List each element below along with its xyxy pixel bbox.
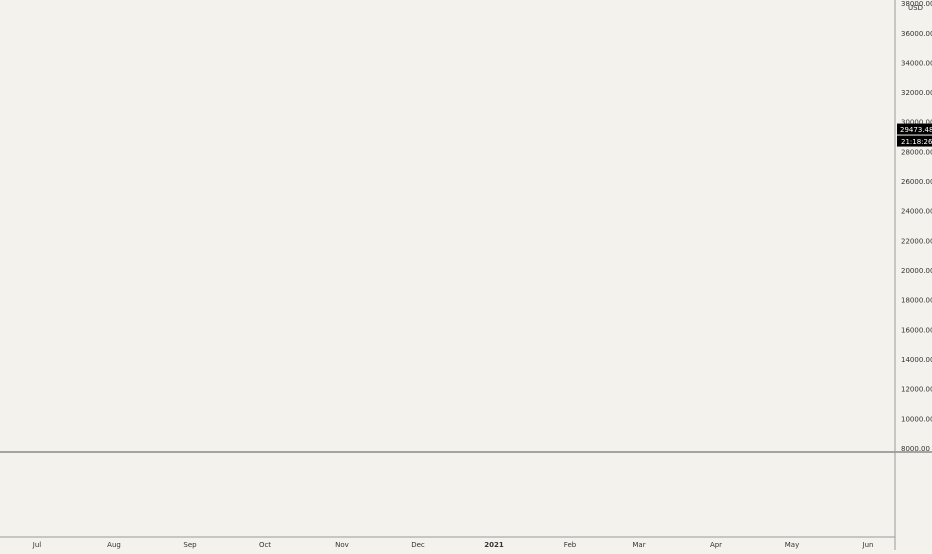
time-tick-label: May [785,541,799,549]
price-tick-label: 10000.00 [901,415,932,423]
price-tick-label: 18000.00 [901,297,932,305]
time-tick-label: Oct [259,541,271,549]
time-tick-label: Apr [710,541,722,549]
last-price-label: 29473.48 [900,126,932,134]
time-tick-label: Nov [335,541,349,549]
price-tick-label: 30000.00 [901,119,932,127]
time-tick-label: Feb [564,541,577,549]
price-tick-label: 34000.00 [901,59,932,67]
time-tick-label: Jun [862,541,874,549]
time-tick-label: Sep [183,541,197,549]
price-tick-label: 22000.00 [901,237,932,245]
countdown-label: 21:18:26 [901,138,932,146]
price-tick-label: 28000.00 [901,148,932,156]
price-tick-label: 20000.00 [901,267,932,275]
time-tick-label: Aug [107,541,121,549]
currency-label: USD [908,4,923,12]
price-tick-label: 12000.00 [901,386,932,394]
time-tick-label: Mar [632,541,645,549]
time-tick-label: 2021 [484,541,504,549]
price-tick-label: 32000.00 [901,89,932,97]
price-tick-label: 26000.00 [901,178,932,186]
price-tick-label: 38000.00 [901,0,932,8]
countdown-tag [897,135,932,147]
time-tick-label: Dec [411,541,425,549]
price-tick-label: 36000.00 [901,30,932,38]
price-tick-label: 8000.00 [901,445,930,453]
price-tick-label: 16000.00 [901,326,932,334]
time-tick-label: Jul [32,541,42,549]
last-price-tag [897,123,932,135]
price-tick-label: 14000.00 [901,356,932,364]
price-tick-label: 24000.00 [901,208,932,216]
